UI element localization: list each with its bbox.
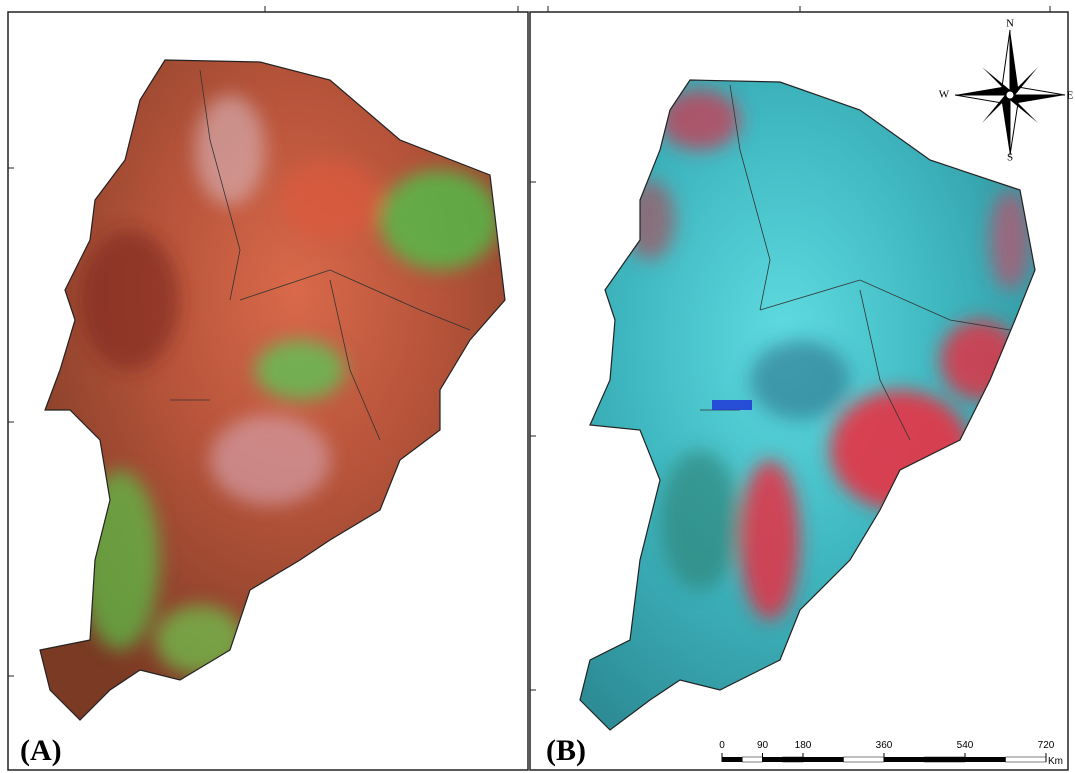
- scale-label: 720: [1038, 740, 1055, 751]
- scale-segment: [722, 757, 742, 762]
- scale-segment: [763, 757, 783, 762]
- map-b: [580, 80, 1035, 730]
- scale-label: 360: [876, 740, 893, 751]
- map-a: [40, 60, 505, 720]
- scale-segment: [783, 757, 803, 762]
- compass-w: W: [939, 89, 950, 101]
- compass-n: N: [1006, 18, 1014, 30]
- scale-label: 0: [719, 740, 725, 751]
- scale-segment: [742, 757, 762, 762]
- scale-segment: [803, 757, 844, 762]
- scale-label: 540: [957, 740, 974, 751]
- compass-e: E: [1067, 90, 1074, 102]
- scale-segment: [884, 757, 925, 762]
- scale-bar: 0 90 180 360 540 720 Km: [719, 740, 1063, 767]
- panel-label: (A): [20, 734, 62, 767]
- scale-unit: Km: [1048, 756, 1063, 767]
- figure: (A) (B) N S E W 0 90 180 360 540 720 Km: [0, 0, 1075, 773]
- compass-s: S: [1007, 152, 1013, 164]
- scale-label: 90: [757, 740, 769, 751]
- compass-rose: [955, 30, 1065, 155]
- scale-segment: [1006, 757, 1047, 762]
- panel-label: (B): [546, 734, 586, 767]
- scale-segment: [965, 757, 1006, 762]
- scale-segment: [844, 757, 885, 762]
- scale-label: 180: [795, 740, 812, 751]
- scale-segment: [925, 757, 966, 762]
